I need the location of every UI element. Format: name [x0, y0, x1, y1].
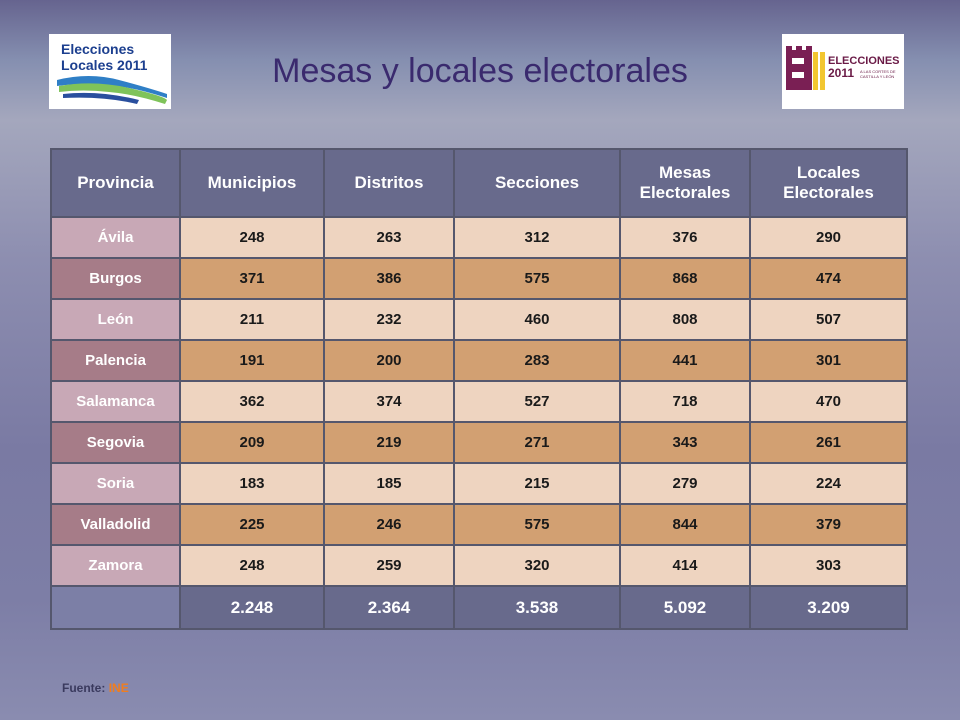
- elecciones-cortes-logo: ELECCIONES 2011 A LAS CORTES DE CASTILLA…: [782, 34, 904, 109]
- row-distritos: 232: [323, 298, 455, 341]
- mesas-locales-table: Provincia Municipios Distritos Secciones…: [50, 148, 908, 630]
- elecciones-locales-logo: Elecciones Locales 2011: [49, 34, 171, 109]
- table-total-row: 2.248 2.364 3.538 5.092 3.209: [50, 585, 908, 630]
- row-municipios: 248: [179, 544, 325, 587]
- table-row: Soria 183 185 215 279 224: [50, 462, 908, 505]
- total-blank-cell: [50, 585, 181, 630]
- logo-right-year: 2011: [828, 66, 854, 80]
- row-distritos: 259: [323, 544, 455, 587]
- header-municipios: Municipios: [179, 148, 325, 218]
- table-row: Segovia 209 219 271 343 261: [50, 421, 908, 464]
- table-row: León 211 232 460 808 507: [50, 298, 908, 341]
- row-locales: 507: [749, 298, 908, 341]
- total-mesas: 5.092: [619, 585, 751, 630]
- row-locales: 301: [749, 339, 908, 382]
- row-locales: 379: [749, 503, 908, 546]
- row-mesas: 343: [619, 421, 751, 464]
- source-note: Fuente: INE: [62, 681, 129, 695]
- row-municipios: 191: [179, 339, 325, 382]
- logo-right-word: ELECCIONES: [828, 55, 900, 67]
- row-secciones: 460: [453, 298, 621, 341]
- row-municipios: 248: [179, 216, 325, 259]
- row-locales: 290: [749, 216, 908, 259]
- row-municipios: 362: [179, 380, 325, 423]
- row-secciones: 312: [453, 216, 621, 259]
- row-provincia: León: [50, 298, 181, 341]
- header-provincia: Provincia: [50, 148, 181, 218]
- row-secciones: 320: [453, 544, 621, 587]
- logo-right-subtitle2: CASTILLA Y LEÓN: [860, 74, 894, 79]
- row-mesas: 868: [619, 257, 751, 300]
- logo-left-line1: Elecciones: [61, 41, 134, 57]
- row-provincia: Salamanca: [50, 380, 181, 423]
- logo-left-line2: Locales 2011: [61, 57, 148, 73]
- header-secciones: Secciones: [453, 148, 621, 218]
- row-mesas: 718: [619, 380, 751, 423]
- total-distritos: 2.364: [323, 585, 455, 630]
- row-secciones: 215: [453, 462, 621, 505]
- row-municipios: 209: [179, 421, 325, 464]
- elecciones-cortes-logo-graphic: ELECCIONES 2011 A LAS CORTES DE CASTILLA…: [786, 46, 900, 90]
- row-distritos: 374: [323, 380, 455, 423]
- row-locales: 470: [749, 380, 908, 423]
- row-provincia: Soria: [50, 462, 181, 505]
- row-secciones: 527: [453, 380, 621, 423]
- row-locales: 303: [749, 544, 908, 587]
- row-mesas: 279: [619, 462, 751, 505]
- table-row: Zamora 248 259 320 414 303: [50, 544, 908, 587]
- row-locales: 474: [749, 257, 908, 300]
- row-locales: 224: [749, 462, 908, 505]
- row-provincia: Zamora: [50, 544, 181, 587]
- row-mesas: 376: [619, 216, 751, 259]
- row-mesas: 808: [619, 298, 751, 341]
- row-municipios: 183: [179, 462, 325, 505]
- row-distritos: 185: [323, 462, 455, 505]
- table-row: Salamanca 362 374 527 718 470: [50, 380, 908, 423]
- total-secciones: 3.538: [453, 585, 621, 630]
- table-row: Burgos 371 386 575 868 474: [50, 257, 908, 300]
- row-provincia: Burgos: [50, 257, 181, 300]
- total-locales: 3.209: [749, 585, 908, 630]
- header-distritos: Distritos: [323, 148, 455, 218]
- source-value: INE: [108, 681, 129, 695]
- source-label: Fuente:: [62, 681, 106, 695]
- row-mesas: 414: [619, 544, 751, 587]
- row-secciones: 283: [453, 339, 621, 382]
- row-provincia: Valladolid: [50, 503, 181, 546]
- row-provincia: Ávila: [50, 216, 181, 259]
- row-distritos: 200: [323, 339, 455, 382]
- elecciones-locales-logo-graphic: Elecciones Locales 2011: [57, 41, 167, 104]
- row-secciones: 575: [453, 503, 621, 546]
- row-municipios: 211: [179, 298, 325, 341]
- row-distritos: 246: [323, 503, 455, 546]
- header-mesas-electorales: Mesas Electorales: [619, 148, 751, 218]
- table-row: Ávila 248 263 312 376 290: [50, 216, 908, 259]
- row-provincia: Segovia: [50, 421, 181, 464]
- logo-right-subtitle1: A LAS CORTES DE: [860, 69, 896, 74]
- row-distritos: 386: [323, 257, 455, 300]
- row-municipios: 225: [179, 503, 325, 546]
- page-title: Mesas y locales electorales: [272, 52, 688, 90]
- row-distritos: 219: [323, 421, 455, 464]
- row-secciones: 271: [453, 421, 621, 464]
- row-mesas: 441: [619, 339, 751, 382]
- row-mesas: 844: [619, 503, 751, 546]
- row-distritos: 263: [323, 216, 455, 259]
- row-secciones: 575: [453, 257, 621, 300]
- table-row: Palencia 191 200 283 441 301: [50, 339, 908, 382]
- header-locales-electorales: Locales Electorales: [749, 148, 908, 218]
- total-municipios: 2.248: [179, 585, 325, 630]
- table-row: Valladolid 225 246 575 844 379: [50, 503, 908, 546]
- row-locales: 261: [749, 421, 908, 464]
- row-provincia: Palencia: [50, 339, 181, 382]
- row-municipios: 371: [179, 257, 325, 300]
- table-header-row: Provincia Municipios Distritos Secciones…: [50, 148, 908, 218]
